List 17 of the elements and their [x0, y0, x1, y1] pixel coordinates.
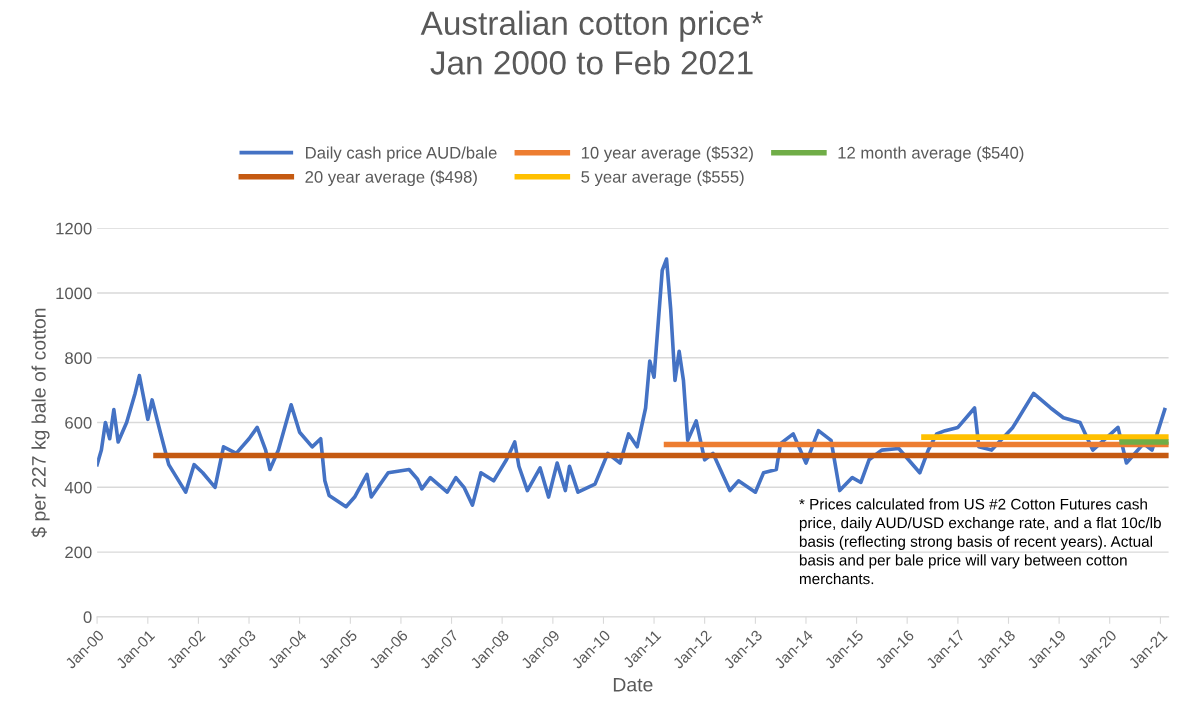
y-tick-label: 600: [65, 416, 92, 429]
chart-title: Australian cotton price* Jan 2000 to Feb 2021: [420, 10, 763, 75]
x-axis-title: Date: [613, 678, 653, 692]
legend-label: Daily cash price AUD/bale: [306, 146, 497, 162]
annotation: * Prices calculated from US #2 Cotton Futures cash price, daily AUD/USD exchange rate, and a flat 10c/lb basis (reflecting strong basis of recent years). Actual basis and per bale price will vary between cotton merchants.: [799, 498, 1161, 585]
legend-label: 12 month average ($540): [838, 146, 1024, 162]
y-tick-label: 400: [64, 481, 92, 494]
line-series: [97, 257, 1167, 509]
y-tick-label: 0: [83, 611, 92, 624]
y-axis-title: $ per 227 kg bale of cotton: [31, 308, 50, 538]
y-tick-label: 1200: [56, 222, 92, 235]
y-tick-label: 200: [65, 546, 92, 559]
y-tick-label: 1000: [56, 287, 92, 300]
legend-label: 10 year average ($532): [581, 146, 753, 162]
legend-label: 5 year average ($555): [581, 170, 744, 187]
legend-label: 20 year average ($498): [305, 170, 477, 187]
y-tick-label: 800: [65, 352, 92, 365]
